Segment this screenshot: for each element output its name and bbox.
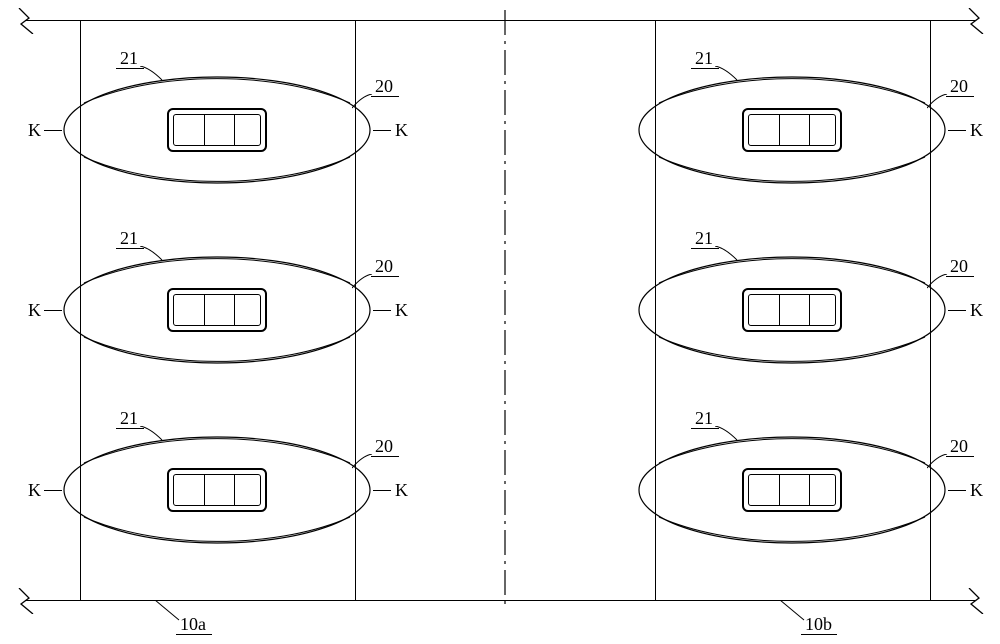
leader-21-l2	[140, 246, 164, 262]
label-10b-ul	[801, 634, 837, 635]
pane-1	[204, 475, 205, 505]
leader-20-l2	[352, 274, 374, 290]
window-inner	[173, 474, 261, 506]
break-mark-bl	[15, 588, 37, 614]
pane-1	[779, 475, 780, 505]
window-inner	[748, 294, 836, 326]
leader-20-l1	[352, 94, 374, 110]
label-21-r1: 21	[695, 48, 713, 69]
label-20-l2: 20	[375, 256, 393, 277]
label-21-l1: 21	[120, 48, 138, 69]
k-label-l2-right: K	[395, 300, 408, 321]
window-inner	[173, 114, 261, 146]
label-10a-ul	[176, 634, 212, 635]
window-l2	[167, 288, 267, 332]
k-tick	[948, 490, 966, 491]
k-label-r2-right: K	[970, 300, 983, 321]
k-label-l1-left: K	[28, 120, 41, 141]
label-20-ul	[946, 456, 974, 457]
k-tick	[948, 130, 966, 131]
k-label-r1-right: K	[970, 120, 983, 141]
label-20-r1: 20	[950, 76, 968, 97]
window-inner	[748, 474, 836, 506]
leader-21-l1	[140, 66, 164, 82]
window-r3	[742, 468, 842, 512]
k-label-l1-right: K	[395, 120, 408, 141]
top-rule	[25, 20, 975, 21]
diagram-canvas: K K 21 20 K K 21 20 K K	[0, 0, 1000, 644]
break-mark-tr	[965, 8, 987, 34]
window-l3	[167, 468, 267, 512]
label-20-ul	[371, 96, 399, 97]
pane-2	[809, 475, 810, 505]
window-r1	[742, 108, 842, 152]
k-tick	[948, 310, 966, 311]
k-tick	[44, 130, 62, 131]
label-20-ul	[946, 276, 974, 277]
label-20-r3: 20	[950, 436, 968, 457]
k-label-l3-right: K	[395, 480, 408, 501]
window-inner	[748, 114, 836, 146]
k-label-l3-left: K	[28, 480, 41, 501]
leader-21-r3	[715, 426, 739, 442]
label-21-l3: 21	[120, 408, 138, 429]
leader-21-l3	[140, 426, 164, 442]
pane-2	[809, 115, 810, 145]
leader-21-r2	[715, 246, 739, 262]
k-tick	[44, 490, 62, 491]
leader-20-r1	[927, 94, 949, 110]
label-10a: 10a	[180, 614, 206, 635]
break-mark-tl	[15, 8, 37, 34]
pane-1	[204, 115, 205, 145]
leader-21-r1	[715, 66, 739, 82]
window-r2	[742, 288, 842, 332]
pane-2	[234, 115, 235, 145]
label-20-l3: 20	[375, 436, 393, 457]
label-21-r2: 21	[695, 228, 713, 249]
pane-1	[779, 115, 780, 145]
label-20-r2: 20	[950, 256, 968, 277]
k-tick	[373, 310, 391, 311]
leader-20-r2	[927, 274, 949, 290]
leader-20-l3	[352, 454, 374, 470]
leader-20-r3	[927, 454, 949, 470]
center-line	[504, 10, 506, 610]
pane-2	[809, 295, 810, 325]
k-label-r3-right: K	[970, 480, 983, 501]
break-mark-br	[965, 588, 987, 614]
window-l1	[167, 108, 267, 152]
label-20-ul	[371, 276, 399, 277]
k-tick	[373, 130, 391, 131]
pane-1	[204, 295, 205, 325]
label-21-r3: 21	[695, 408, 713, 429]
k-tick	[44, 310, 62, 311]
label-21-l2: 21	[120, 228, 138, 249]
pane-2	[234, 475, 235, 505]
label-20-ul	[371, 456, 399, 457]
pane-1	[779, 295, 780, 325]
window-inner	[173, 294, 261, 326]
k-label-l2-left: K	[28, 300, 41, 321]
k-tick	[373, 490, 391, 491]
pane-2	[234, 295, 235, 325]
label-20-ul	[946, 96, 974, 97]
label-10b: 10b	[805, 614, 832, 635]
label-20-l1: 20	[375, 76, 393, 97]
